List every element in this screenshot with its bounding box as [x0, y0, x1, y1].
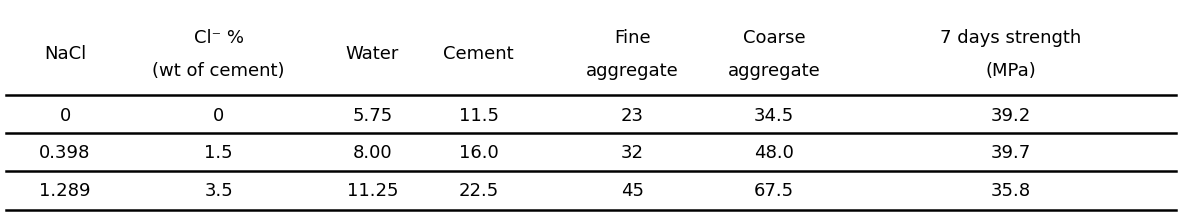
Text: 7 days strength: 7 days strength [940, 29, 1082, 47]
Text: 8.00: 8.00 [352, 144, 392, 162]
Text: 11.25: 11.25 [346, 182, 398, 200]
Text: 11.5: 11.5 [459, 107, 499, 125]
Text: 22.5: 22.5 [459, 182, 499, 200]
Text: (MPa): (MPa) [986, 62, 1035, 80]
Text: 0: 0 [59, 107, 71, 125]
Text: NaCl: NaCl [44, 45, 86, 63]
Text: Cl⁻ %: Cl⁻ % [194, 29, 243, 47]
Text: 34.5: 34.5 [754, 107, 794, 125]
Text: (wt of cement): (wt of cement) [152, 62, 285, 80]
Text: 23: 23 [621, 107, 644, 125]
Text: Coarse: Coarse [743, 29, 805, 47]
Text: 39.2: 39.2 [991, 107, 1031, 125]
Text: 35.8: 35.8 [991, 182, 1031, 200]
Text: aggregate: aggregate [586, 62, 678, 80]
Text: Fine: Fine [615, 29, 650, 47]
Text: 32: 32 [621, 144, 644, 162]
Text: aggregate: aggregate [728, 62, 820, 80]
Text: Cement: Cement [443, 45, 514, 63]
Text: 45: 45 [621, 182, 644, 200]
Text: 48.0: 48.0 [754, 144, 794, 162]
Text: 16.0: 16.0 [459, 144, 499, 162]
Text: 3.5: 3.5 [204, 182, 233, 200]
Text: 67.5: 67.5 [754, 182, 794, 200]
Text: 1.5: 1.5 [204, 144, 233, 162]
Text: Water: Water [345, 45, 400, 63]
Text: 0: 0 [213, 107, 225, 125]
Text: 0.398: 0.398 [39, 144, 91, 162]
Text: 39.7: 39.7 [991, 144, 1031, 162]
Text: 1.289: 1.289 [39, 182, 91, 200]
Text: 5.75: 5.75 [352, 107, 392, 125]
